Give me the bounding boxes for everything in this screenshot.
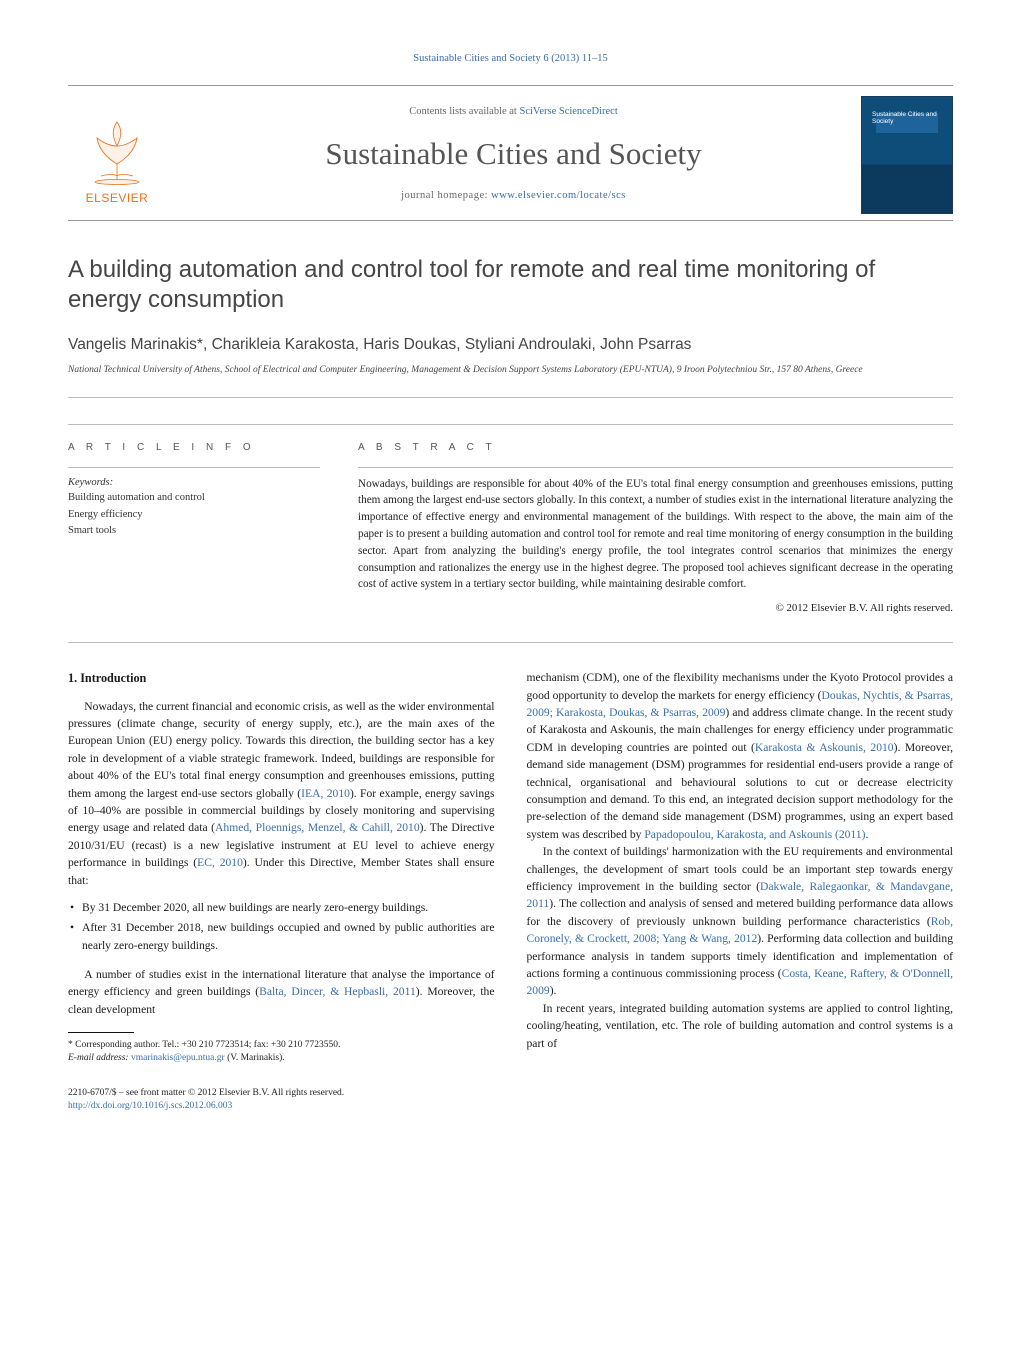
body-paragraph: In recent years, integrated building aut… xyxy=(527,1000,954,1052)
elsevier-logo: ELSEVIER xyxy=(68,103,166,207)
homepage-line: journal homepage: www.elsevier.com/locat… xyxy=(180,189,847,204)
masthead: ELSEVIER Contents lists available at Sci… xyxy=(68,85,953,221)
journal-cover-thumb: Sustainable Cities and Society xyxy=(861,96,953,214)
info-rule xyxy=(68,467,320,468)
body-columns: 1. Introduction Nowadays, the current fi… xyxy=(68,669,953,1065)
email-label: E-mail address: xyxy=(68,1053,131,1063)
body-paragraph: In the context of buildings' harmonizati… xyxy=(527,843,954,1000)
journal-title: Sustainable Cities and Society xyxy=(180,132,847,175)
keyword: Energy efficiency xyxy=(68,507,320,523)
affiliation: National Technical University of Athens,… xyxy=(68,364,953,377)
elsevier-tree-icon xyxy=(77,116,157,186)
homepage-url[interactable]: www.elsevier.com/locate/scs xyxy=(491,190,626,201)
abstract-copyright: © 2012 Elsevier B.V. All rights reserved… xyxy=(358,601,953,616)
authors-text: Vangelis Marinakis*, Charikleia Karakost… xyxy=(68,336,691,353)
issn-line: 2210-6707/$ – see front matter © 2012 El… xyxy=(68,1087,953,1100)
abstract-text: Nowadays, buildings are responsible for … xyxy=(358,476,953,594)
article-info-column: A R T I C L E I N F O Keywords: Building… xyxy=(68,441,320,617)
running-head-ref: Sustainable Cities and Society 6 (2013) … xyxy=(413,53,607,64)
divider xyxy=(68,397,953,398)
keywords-list: Building automation and control Energy e… xyxy=(68,490,320,539)
divider xyxy=(68,642,953,643)
article-info-label: A R T I C L E I N F O xyxy=(68,441,320,455)
bullet-list: By 31 December 2020, all new buildings a… xyxy=(68,899,495,954)
masthead-center: Contents lists available at SciVerse Sci… xyxy=(180,105,847,204)
doi-link[interactable]: http://dx.doi.org/10.1016/j.scs.2012.06.… xyxy=(68,1101,232,1111)
list-item: By 31 December 2020, all new buildings a… xyxy=(68,899,495,916)
article-title: A building automation and control tool f… xyxy=(68,255,953,316)
homepage-prefix: journal homepage: xyxy=(401,190,491,201)
body-paragraph: Nowadays, the current financial and econ… xyxy=(68,698,495,889)
meta-row: A R T I C L E I N F O Keywords: Building… xyxy=(68,424,953,617)
email-footnote: E-mail address: vmarinakis@epu.ntua.gr (… xyxy=(68,1052,495,1065)
body-paragraph: A number of studies exist in the interna… xyxy=(68,966,495,1018)
keyword: Smart tools xyxy=(68,523,320,539)
citation[interactable]: Ahmed, Ploennigs, Menzel, & Cahill, 2010 xyxy=(215,821,420,834)
email-link[interactable]: vmarinakis@epu.ntua.gr xyxy=(131,1053,225,1063)
citation[interactable]: Karakosta & Askounis, 2010 xyxy=(755,741,894,754)
contents-line: Contents lists available at SciVerse Sci… xyxy=(180,105,847,120)
contents-prefix: Contents lists available at xyxy=(409,106,519,117)
citation[interactable]: EC, 2010 xyxy=(197,856,243,869)
keyword: Building automation and control xyxy=(68,490,320,506)
abstract-label: A B S T R A C T xyxy=(358,441,953,455)
citation[interactable]: Balta, Dincer, & Hepbasli, 2011 xyxy=(259,985,416,998)
citation[interactable]: IEA, 2010 xyxy=(301,787,350,800)
abstract-column: A B S T R A C T Nowadays, buildings are … xyxy=(358,441,953,617)
sciencedirect-link[interactable]: SciVerse ScienceDirect xyxy=(519,106,617,117)
corresponding-author-footnote: * Corresponding author. Tel.: +30 210 77… xyxy=(68,1039,495,1052)
running-head: Sustainable Cities and Society 6 (2013) … xyxy=(68,52,953,67)
abstract-rule xyxy=(358,467,953,468)
footnote-separator xyxy=(68,1032,134,1033)
publisher-name: ELSEVIER xyxy=(86,190,149,207)
section-heading: 1. Introduction xyxy=(68,669,495,687)
authors: Vangelis Marinakis*, Charikleia Karakost… xyxy=(68,334,953,356)
footer-meta: 2210-6707/$ – see front matter © 2012 El… xyxy=(68,1087,953,1114)
cover-text: Sustainable Cities and Society xyxy=(872,111,952,127)
list-item: After 31 December 2018, new buildings oc… xyxy=(68,919,495,954)
body-paragraph: mechanism (CDM), one of the flexibility … xyxy=(527,669,954,843)
keywords-head: Keywords: xyxy=(68,476,320,491)
citation[interactable]: Papadopoulou, Karakosta, and Askounis (2… xyxy=(644,828,865,841)
email-suffix: (V. Marinakis). xyxy=(225,1053,285,1063)
